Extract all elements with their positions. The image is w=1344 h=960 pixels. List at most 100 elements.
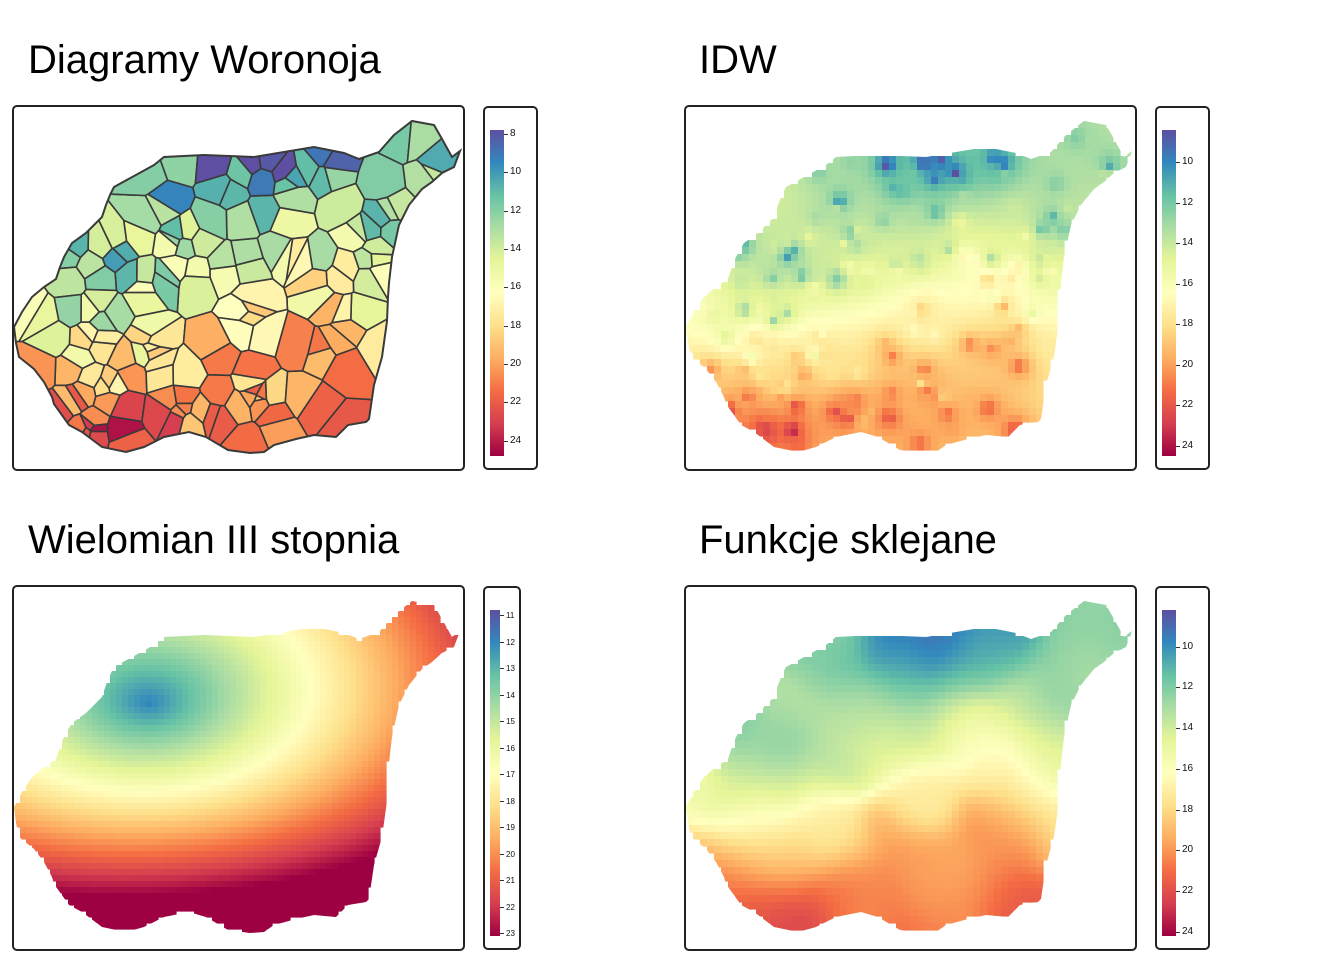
legend-colorbar	[490, 610, 500, 936]
tick-label: 12	[1182, 681, 1194, 693]
tick-label: 19	[506, 823, 515, 833]
voronoi-cell	[79, 430, 111, 453]
tick-mark	[504, 248, 508, 250]
tick-mark	[504, 133, 508, 135]
tick-mark	[1176, 445, 1180, 447]
tick-mark	[504, 363, 508, 365]
panel-title-spline: Funkcje sklejane	[699, 518, 997, 562]
tick-mark	[500, 853, 504, 855]
panel-title-poly: Wielomian III stopnia	[28, 518, 400, 562]
tick-mark	[504, 402, 508, 404]
tick-label: 24	[510, 434, 522, 446]
tick-label: 10	[510, 166, 522, 178]
tick-label: 12	[510, 204, 522, 216]
legend-voronoi: 8 10 12 14 16 18 20 22 24	[483, 106, 538, 470]
region-outline	[14, 119, 463, 455]
tick-mark	[1176, 283, 1180, 285]
tick-label: 10	[1182, 640, 1194, 652]
tick-mark	[1176, 687, 1180, 689]
tick-mark	[500, 774, 504, 776]
tick-mark	[500, 906, 504, 908]
tick-mark	[500, 747, 504, 749]
tick-label: 16	[1182, 277, 1194, 289]
tick-label: 14	[510, 242, 522, 254]
tick-mark	[504, 210, 508, 212]
voronoi-cell	[330, 292, 353, 324]
tick-mark	[1176, 364, 1180, 366]
tick-label: 15	[506, 717, 515, 727]
tick-mark	[500, 880, 504, 882]
tick-mark	[500, 694, 504, 696]
tick-mark	[1176, 768, 1180, 770]
tick-mark	[504, 440, 508, 442]
panel-title-idw: IDW	[699, 38, 777, 82]
voronoi-cell	[323, 166, 360, 193]
poly-map-svg	[14, 601, 459, 933]
tick-label: 14	[1182, 237, 1194, 249]
voronoi-cell	[229, 372, 268, 393]
spline-map-svg	[686, 601, 1132, 931]
voronoi-cell	[141, 392, 172, 443]
tick-mark	[500, 800, 504, 802]
tick-mark	[1176, 243, 1180, 245]
voronoi-cell	[59, 343, 97, 370]
tick-mark	[500, 933, 504, 935]
tick-label: 23	[506, 929, 515, 939]
tick-mark	[500, 721, 504, 723]
tick-label: 22	[1182, 399, 1194, 411]
legend-idw: 10 12 14 16 18 20 22 24	[1155, 106, 1210, 470]
tick-label: 10	[1182, 156, 1194, 168]
tick-label: 22	[506, 902, 515, 912]
tick-label: 21	[506, 876, 515, 886]
tick-label: 16	[510, 281, 522, 293]
tick-label: 18	[1182, 318, 1194, 330]
voronoi-cell	[92, 329, 125, 345]
tick-label: 22	[510, 396, 522, 408]
tick-label: 20	[506, 849, 515, 859]
tick-mark	[1176, 162, 1180, 164]
tick-label: 16	[506, 743, 515, 753]
tick-mark	[1176, 809, 1180, 811]
tick-label: 14	[1182, 722, 1194, 734]
voronoi-cell	[174, 237, 197, 260]
legend-colorbar	[1162, 130, 1176, 456]
voronoi-cell	[151, 270, 180, 314]
voronoi-cell	[71, 380, 97, 409]
voronoi-cell	[235, 257, 274, 285]
tick-label: 11	[506, 611, 515, 621]
tick-label: 18	[1182, 803, 1194, 815]
voronoi-cell	[14, 121, 169, 197]
tick-label: 13	[506, 664, 515, 674]
map-idw	[684, 105, 1137, 471]
tick-mark	[1176, 850, 1180, 852]
tick-mark	[1176, 324, 1180, 326]
legend-spline: 10 12 14 16 18 20 22 24	[1155, 586, 1210, 950]
voronoi-cell	[172, 342, 209, 389]
voronoi-cell	[283, 267, 329, 299]
tick-mark	[504, 287, 508, 289]
voronoi-cell	[99, 363, 119, 390]
tick-label: 8	[510, 127, 516, 139]
tick-mark	[1176, 728, 1180, 730]
tick-mark	[500, 668, 504, 670]
voronoi-cell	[284, 164, 309, 189]
idw-map-svg	[686, 121, 1132, 451]
tick-mark	[500, 641, 504, 643]
voronoi-cell	[194, 121, 234, 185]
tick-label: 24	[1182, 439, 1194, 451]
tick-label: 12	[506, 637, 515, 647]
voronoi-cell	[53, 293, 83, 329]
tick-label: 24	[1182, 925, 1194, 937]
tick-label: 16	[1182, 762, 1194, 774]
map-poly	[12, 585, 465, 951]
tick-label: 14	[506, 690, 515, 700]
tick-mark	[500, 827, 504, 829]
tick-mark	[1176, 202, 1180, 204]
tick-label: 22	[1182, 885, 1194, 897]
voronoi-cell	[355, 308, 460, 438]
voronoi-cell	[175, 402, 194, 416]
voronoi-cell	[14, 412, 87, 453]
tick-mark	[1176, 646, 1180, 648]
voronoi-cell	[189, 195, 228, 241]
tick-label: 18	[510, 319, 522, 331]
